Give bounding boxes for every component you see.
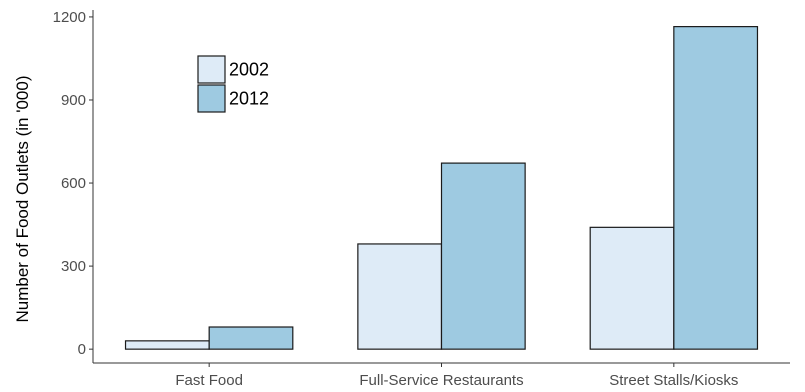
bar-2002-0: [124, 340, 210, 350]
x-tick-label: Full-Service Restaurants: [359, 372, 523, 389]
y-tick-label: 0: [78, 341, 86, 358]
bar-2012-2: [673, 26, 759, 350]
legend-label-2002: 2002: [229, 60, 269, 80]
y-tick-label: 600: [61, 175, 86, 192]
bar-2002-1: [357, 243, 443, 350]
y-tick-label: 900: [61, 92, 86, 109]
bars: [124, 26, 759, 350]
x-tick-label: Street Stalls/Kiosks: [609, 372, 738, 389]
legend: 2002 2012: [197, 55, 269, 113]
y-axis: 0 300 600 900 1200: [53, 9, 93, 358]
y-axis-title: Number of Food Outlets (in '000): [13, 75, 32, 322]
x-tick-label: Fast Food: [175, 372, 243, 389]
x-axis: Fast Food Full-Service Restaurants Street …: [175, 363, 738, 389]
legend-key-2012: [197, 84, 226, 113]
y-tick-label: 1200: [53, 9, 86, 26]
bar-2012-1: [440, 162, 526, 350]
legend-key-2002: [197, 55, 226, 84]
bar-2012-0: [208, 326, 294, 350]
legend-label-2012: 2012: [229, 89, 269, 109]
bar-2002-2: [589, 226, 675, 350]
y-tick-label: 300: [61, 258, 86, 275]
